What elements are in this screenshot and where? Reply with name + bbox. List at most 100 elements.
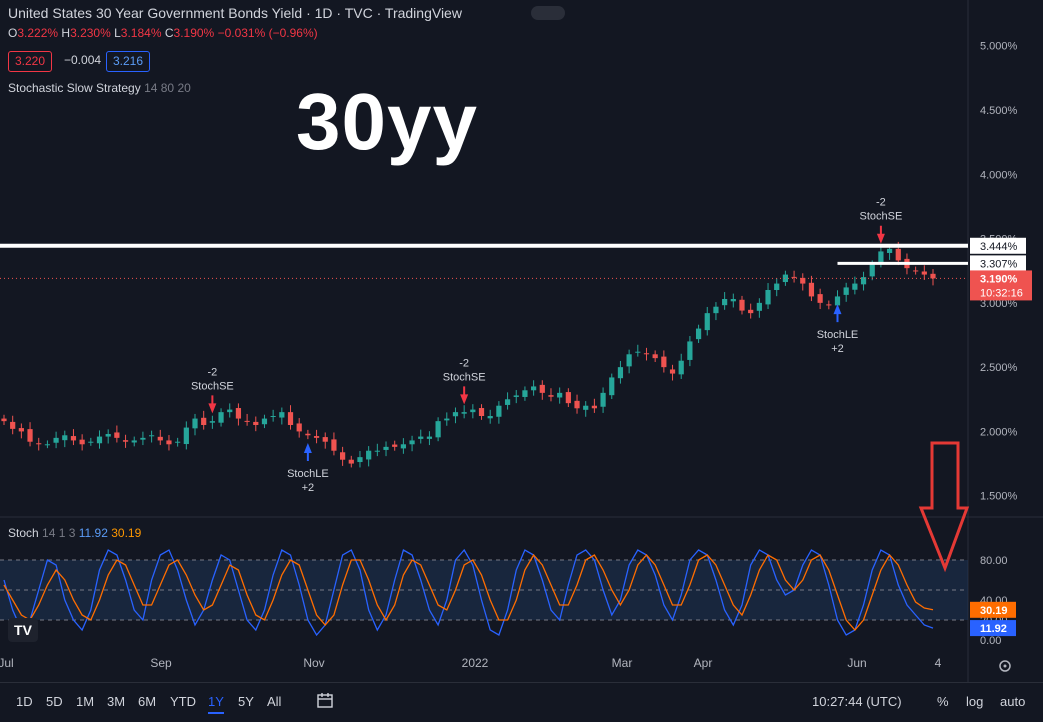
stoch-tick-label: 0.00 [980,635,1001,647]
tf-3m[interactable]: 3M [107,694,126,709]
strategy-legend[interactable]: Stochastic Slow Strategy 14 80 20 [8,81,191,95]
candle-body [366,450,372,460]
signal-label: +2 [302,482,315,494]
candle [652,350,658,362]
time-tick-label: Nov [303,656,324,670]
candle-body [201,417,207,425]
candle-body [244,420,250,422]
candle-body [869,264,875,277]
short-signal-arrow [876,225,885,244]
signal-label: StochSE [443,371,486,383]
settings-icon-ring [999,660,1011,672]
candle [504,392,511,410]
candle [756,298,762,318]
tf-6m[interactable]: 6M [138,694,157,709]
candle [357,450,363,468]
signal-label: StochLE [817,329,859,341]
candle [513,390,519,404]
candle [235,403,242,426]
candle-body [218,412,224,423]
candle [79,434,85,451]
candle [860,271,867,291]
candle [36,437,42,451]
status-pill[interactable] [531,6,565,20]
candle [782,270,789,286]
candle [88,437,94,446]
candle-body [131,440,137,443]
candle-body [400,444,406,449]
candle-body [713,306,719,314]
candle [678,353,684,379]
candle [209,415,215,429]
candle [583,401,589,417]
candle [122,434,129,448]
candle-body [253,421,259,425]
tf-ytd[interactable]: YTD [170,694,196,709]
candle [331,432,337,456]
candle [183,421,189,450]
percent-toggle[interactable]: % [937,694,949,709]
candle-body [331,439,337,451]
candle [53,431,59,449]
candle-body [192,418,198,429]
tradingview-logo[interactable]: TV [8,618,38,642]
candle [270,409,276,422]
auto-toggle[interactable]: auto [1000,694,1026,709]
candle [669,364,676,381]
candle [418,429,424,444]
candle-body [1,418,7,422]
time-tick-label: 4 [935,656,942,670]
date-range-icon[interactable] [316,692,334,710]
candle [444,412,450,426]
tf-1y[interactable]: 1Y [208,694,224,714]
candle [227,403,233,418]
candle-body [79,439,85,445]
candle [70,429,77,446]
candle-body [305,433,311,436]
ask-box[interactable]: 3.216 [106,51,151,72]
candle-body [643,353,650,355]
candle-body [782,274,789,283]
candle-body [886,248,893,253]
signal-label: StochLE [287,468,329,480]
tf-1d[interactable]: 1D [16,694,33,709]
utc-clock[interactable]: 10:27:44 (UTC) [812,694,902,709]
candle [131,436,137,447]
tf-5d[interactable]: 5D [46,694,63,709]
tf-5y[interactable]: 5Y [238,694,254,709]
candle-body [513,395,519,397]
candle-body [548,395,554,397]
candle-body [435,421,441,438]
price-tick-label: 2.500% [980,362,1018,374]
candle-body [496,405,502,417]
stoch-legend[interactable]: Stoch 14 1 3 11.92 30.19 [8,526,142,540]
tf-1m[interactable]: 1M [76,694,95,709]
candle [739,295,745,315]
candle-body [687,341,693,360]
candle-body [722,299,728,306]
candle-body [175,441,181,443]
candle-body [808,282,815,297]
candle-body [843,287,849,295]
candle-body [878,251,884,262]
log-toggle[interactable]: log [966,694,984,709]
candle-body [826,304,832,306]
candle [383,441,389,457]
candle [201,410,207,430]
candle [661,350,667,373]
candle-body [756,302,762,311]
candle-body [695,328,702,340]
chart-canvas[interactable]: 5.000%4.500%4.000%3.500%3.000%2.500%2.00… [0,0,1043,682]
candle-body [487,416,493,419]
candle [808,275,815,302]
candle [348,455,354,468]
candle [62,430,68,448]
candle-body [348,459,354,464]
candle [253,416,259,432]
candle-body [96,436,103,444]
candle-body [461,412,467,414]
tf-all[interactable]: All [267,694,282,709]
last-price-tag [970,270,1032,301]
candle-body [418,436,424,439]
bid-box[interactable]: 3.220 [8,51,53,72]
